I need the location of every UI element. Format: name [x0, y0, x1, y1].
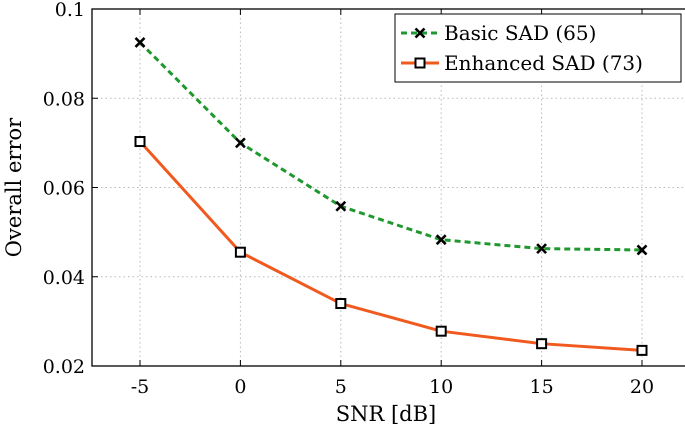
y-tick-label: 0.1 — [55, 0, 85, 21]
series-line-1 — [138, 41, 643, 252]
marker-stroke — [414, 27, 426, 39]
axis-ticks: -5 0 5 10 15 20 0.02 0.04 0.06 0.08 0.1 — [43, 0, 654, 398]
data-point-series-2 — [435, 325, 447, 337]
y-tick-label: 0.04 — [43, 267, 85, 289]
legend: Basic SAD (65) Enhanced SAD (73) — [394, 13, 682, 83]
data-point-series-1 — [134, 37, 146, 48]
x-tick-label: 15 — [530, 376, 554, 398]
data-point-series-2 — [335, 298, 347, 310]
data-point-series-1 — [636, 244, 648, 256]
legend-marker-2 — [414, 57, 426, 69]
marker-stroke — [536, 243, 548, 255]
marker-stroke — [234, 137, 246, 149]
legend-box — [394, 13, 682, 83]
marker-stroke — [636, 244, 648, 256]
x-tick-label: -5 — [131, 376, 150, 398]
y-axis-label: Overall error — [2, 117, 26, 257]
x-tick-label: 5 — [335, 376, 347, 398]
legend-marker-1 — [414, 27, 426, 39]
x-tick-label: 20 — [630, 376, 654, 398]
marker-stroke — [335, 200, 347, 212]
data-point-series-2 — [636, 344, 648, 356]
x-tick-label: 10 — [429, 376, 453, 398]
y-tick-label: 0.06 — [43, 178, 85, 200]
data-point-series-2 — [134, 136, 146, 148]
x-tick-label: 0 — [234, 376, 246, 398]
marker-stroke — [435, 234, 447, 246]
y-tick-label: 0.02 — [43, 356, 85, 378]
data-point-series-1 — [335, 200, 347, 212]
data-point-series-2 — [536, 338, 548, 350]
data-point-series-2 — [234, 246, 246, 258]
legend-label-1: Basic SAD (65) — [444, 21, 596, 45]
x-axis-label: SNR [dB] — [336, 402, 437, 426]
y-tick-label: 0.08 — [43, 88, 85, 110]
plot-series — [134, 37, 648, 356]
data-point-series-1 — [536, 243, 548, 255]
legend-label-2: Enhanced SAD (73) — [444, 51, 643, 75]
series-line-2 — [138, 140, 643, 352]
data-point-series-1 — [234, 137, 246, 149]
marker-stroke — [134, 37, 146, 48]
data-point-series-1 — [435, 234, 447, 246]
